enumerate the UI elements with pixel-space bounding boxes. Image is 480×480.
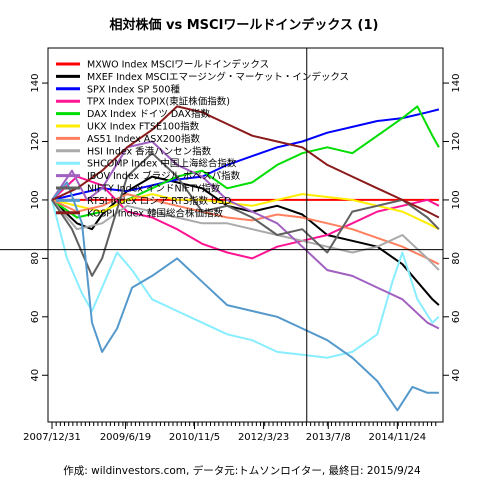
legend-label: MXWO Index MSCIワールドインデックス <box>87 59 269 71</box>
y-axis-right: 40 60 80 100 120 140 <box>443 74 462 382</box>
y-tick-label-right: 120 <box>451 132 462 151</box>
series-line-11 <box>51 152 440 277</box>
legend-label: HSI Index 香港ハンセン指数 <box>87 145 212 157</box>
legend-label: KOSPI Index 韓国総合株価指数 <box>87 207 223 219</box>
y-tick-label-left: 140 <box>30 74 41 93</box>
y-tick-label-left: 60 <box>30 310 41 323</box>
series-line-3 <box>51 108 440 201</box>
y-tick-label-left: 80 <box>30 252 41 265</box>
y-tick-label-left: 40 <box>30 369 41 382</box>
chart-caption: 作成: wildinvestors.com, データ元:トムソンロイター, 最終… <box>63 464 421 477</box>
legend-label: TPX Index TOPIX(東証株価指数) <box>86 96 230 108</box>
y-tick-label-right: 100 <box>451 190 462 209</box>
legend-label: DAX Index ドイツ DAX指数 <box>87 108 211 120</box>
legend-label: AS51 Index ASX200指数 <box>87 133 200 145</box>
chart-title: 相対株価 vs MSCIワールドインデックス (1) <box>109 17 378 33</box>
x-tick-label: 2009/6/19 <box>100 432 151 443</box>
y-tick-label-left: 100 <box>30 190 41 209</box>
x-tick-label: 2012/3/23 <box>238 432 289 443</box>
y-tick-label-right: 140 <box>451 74 462 93</box>
legend-label: SPX Index SP 500種 <box>87 84 180 95</box>
legend-label: UKX Index FTSE100指数 <box>87 121 200 133</box>
series-line-8 <box>51 199 440 271</box>
series-line-13 <box>51 105 440 219</box>
x-tick-label: 2013/7/8 <box>306 432 351 443</box>
x-tick-label: 2007/12/31 <box>23 432 81 443</box>
series-line-9 <box>51 199 440 359</box>
series-line-12 <box>51 181 439 412</box>
y-tick-label-right: 40 <box>451 369 462 382</box>
x-tick-label: 2010/11/5 <box>169 432 220 443</box>
series-line-10 <box>51 140 440 330</box>
series-line-7 <box>51 193 440 266</box>
x-axis: 2007/12/31 2009/6/19 2010/11/5 2012/3/23 201… <box>23 421 439 443</box>
y-axis-left: 40 60 80 100 120 140 <box>30 74 48 382</box>
legend-label: RTSI Index ロシア RTS指数 USD <box>87 195 231 207</box>
y-tick-label-right: 80 <box>451 252 462 265</box>
legend-label: SHCOMP Index 中国上海総合指数 <box>87 158 237 170</box>
legend-label: IBOV Index ブラジル ボベスパ指数 <box>87 170 241 182</box>
legend-label: NIFTY Index インドNIFTY指数 <box>87 183 221 195</box>
plot-area <box>0 48 443 422</box>
legend-label: MXEF Index MSCIエマージング・マーケット・インデックス <box>87 71 349 83</box>
y-tick-label-left: 120 <box>30 132 41 151</box>
y-tick-label-right: 60 <box>451 310 462 323</box>
x-tick-label: 2014/11/24 <box>369 432 427 443</box>
